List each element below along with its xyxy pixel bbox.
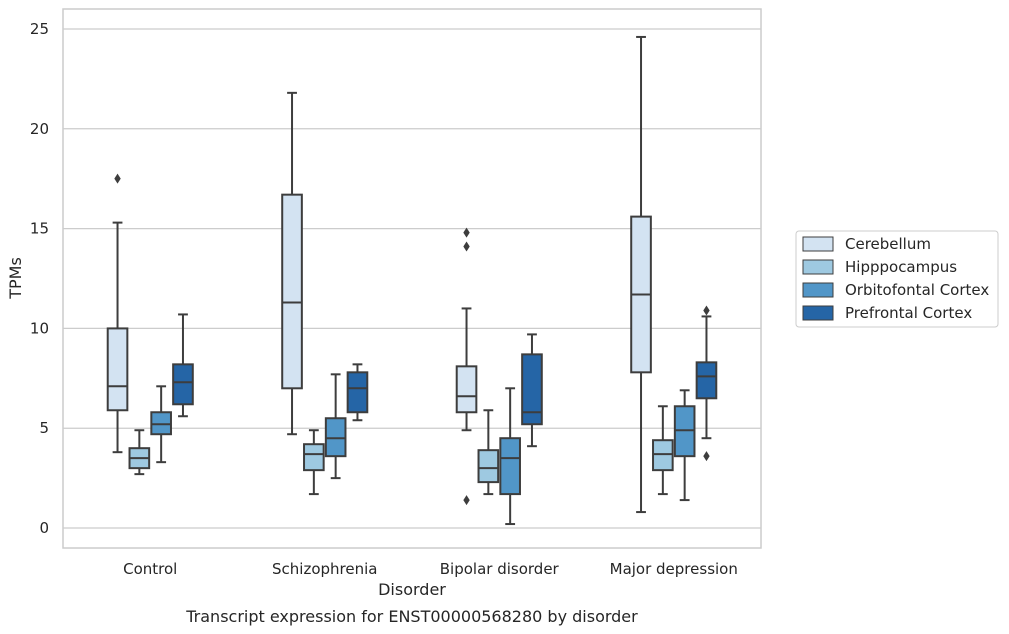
box-body <box>281 193 303 390</box>
box-hipppocampus-1 <box>303 429 325 496</box>
y-tick-labels: 0 5 10 15 20 25 <box>30 20 49 537</box>
outlier-point <box>703 451 710 462</box>
plot-frame <box>62 8 762 549</box>
box-body <box>346 371 369 414</box>
box-hipppocampus-2 <box>477 409 500 496</box>
chart-caption: Transcript expression for ENST0000056828… <box>185 607 638 626</box>
outlier-point <box>463 227 470 238</box>
box-hipppocampus-0 <box>128 429 151 476</box>
outlier-point <box>114 173 121 184</box>
legend-swatch <box>802 282 834 298</box>
legend-swatch <box>802 259 834 275</box>
box-hipppocampus-3 <box>652 405 674 496</box>
box-prefrontal-cortex-0 <box>172 313 194 418</box>
x-tick-labels: Control Schizophrenia Bipolar disorder Majo… <box>123 560 738 578</box>
x-axis-label: Disorder <box>378 580 446 599</box>
outlier-point <box>463 495 470 506</box>
legend-label: Orbitofontal Cortex <box>845 281 989 299</box>
y-tick-label: 10 <box>30 319 49 337</box>
legend: Cerebellum Hipppocampus Orbitofontal Corte… <box>795 230 999 328</box>
legend-label: Prefrontal Cortex <box>845 304 972 322</box>
box-body <box>499 437 521 496</box>
legend-items: Cerebellum Hipppocampus Orbitofontal Corte… <box>802 235 989 322</box>
box-body <box>303 443 325 472</box>
box-prefrontal-cortex-2 <box>521 333 543 448</box>
x-tick-label: Schizophrenia <box>272 560 377 578</box>
legend-frame <box>795 230 999 328</box>
outlier-point <box>463 241 470 252</box>
outlier-point <box>703 305 710 316</box>
y-tick-label: 20 <box>30 120 49 138</box>
box-prefrontal-cortex-3 <box>695 305 718 462</box>
y-tick-label: 5 <box>39 419 49 437</box>
y-tick-label: 25 <box>30 20 49 38</box>
legend-swatch <box>802 305 834 321</box>
box-cerebellum-2 <box>455 227 478 506</box>
box-body <box>477 449 500 484</box>
x-tick-label: Major depression <box>610 560 738 578</box>
box-body <box>455 365 478 414</box>
gridlines <box>63 28 761 529</box>
box-body <box>695 361 718 400</box>
box-body <box>521 353 543 426</box>
box-orbitofontal-cortex-1 <box>324 373 347 480</box>
y-tick-label: 0 <box>39 519 49 537</box>
box-cerebellum-3 <box>630 35 652 514</box>
box-prefrontal-cortex-1 <box>346 363 369 422</box>
x-tick-label: Bipolar disorder <box>440 560 560 578</box>
box-body <box>172 363 194 406</box>
y-tick-label: 15 <box>30 220 49 238</box>
box-orbitofontal-cortex-2 <box>499 387 521 526</box>
box-orbitofontal-cortex-0 <box>150 385 172 464</box>
legend-label: Hipppocampus <box>845 258 957 276</box>
x-tick-label: Control <box>123 560 177 578</box>
box-orbitofontal-cortex-3 <box>673 389 696 502</box>
box-cerebellum-1 <box>281 91 303 436</box>
box-series <box>106 35 718 526</box>
box-body <box>106 327 129 412</box>
legend-swatch <box>802 236 834 252</box>
box-cerebellum-0 <box>106 173 129 454</box>
y-axis-label: TPMs <box>6 257 25 300</box>
legend-label: Cerebellum <box>845 235 931 253</box>
